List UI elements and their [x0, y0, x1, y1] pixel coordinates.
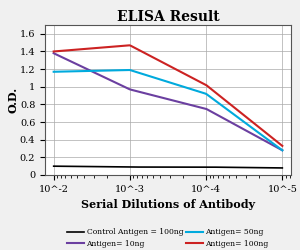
Antigen= 50ng: [270, 141, 274, 144]
Antigen= 10ng: [66, 58, 69, 61]
Antigen= 10ng: [280, 149, 284, 152]
Antigen= 10ng: [261, 138, 265, 141]
Antigen= 50ng: [94, 69, 98, 72]
Antigen= 10ng: [61, 56, 65, 59]
Control Antigen = 100ng: [52, 165, 56, 168]
Control Antigen = 100ng: [113, 166, 116, 168]
Antigen= 10ng: [113, 81, 116, 84]
Antigen= 100ng: [94, 46, 98, 50]
Antigen= 100ng: [66, 49, 69, 52]
Line: Antigen= 100ng: Antigen= 100ng: [54, 45, 282, 146]
Antigen= 100ng: [61, 49, 65, 52]
Line: Antigen= 10ng: Antigen= 10ng: [54, 53, 282, 150]
Antigen= 100ng: [128, 44, 131, 47]
X-axis label: Serial Dilutions of Antibody: Serial Dilutions of Antibody: [81, 199, 255, 210]
Antigen= 50ng: [128, 68, 131, 71]
Control Antigen = 100ng: [269, 166, 273, 169]
Antigen= 50ng: [280, 149, 284, 152]
Control Antigen = 100ng: [280, 166, 284, 170]
Antigen= 100ng: [52, 50, 56, 53]
Legend: Control Antigen = 100ng, Antigen= 10ng, Antigen= 50ng, Antigen= 100ng: Control Antigen = 100ng, Antigen= 10ng, …: [66, 227, 270, 250]
Title: ELISA Result: ELISA Result: [117, 10, 219, 24]
Antigen= 100ng: [113, 45, 116, 48]
Line: Antigen= 50ng: Antigen= 50ng: [54, 70, 282, 150]
Antigen= 10ng: [269, 142, 273, 146]
Antigen= 50ng: [66, 70, 69, 73]
Antigen= 10ng: [94, 72, 98, 75]
Control Antigen = 100ng: [94, 165, 98, 168]
Antigen= 10ng: [52, 52, 56, 55]
Line: Control Antigen = 100ng: Control Antigen = 100ng: [54, 166, 282, 168]
Control Antigen = 100ng: [261, 166, 265, 169]
Antigen= 100ng: [270, 136, 274, 139]
Control Antigen = 100ng: [61, 165, 65, 168]
Antigen= 50ng: [113, 69, 116, 72]
Antigen= 50ng: [61, 70, 65, 73]
Y-axis label: O.D.: O.D.: [7, 87, 18, 113]
Antigen= 50ng: [52, 70, 56, 73]
Antigen= 100ng: [280, 144, 284, 148]
Antigen= 50ng: [262, 135, 266, 138]
Control Antigen = 100ng: [66, 165, 69, 168]
Antigen= 100ng: [262, 130, 266, 133]
